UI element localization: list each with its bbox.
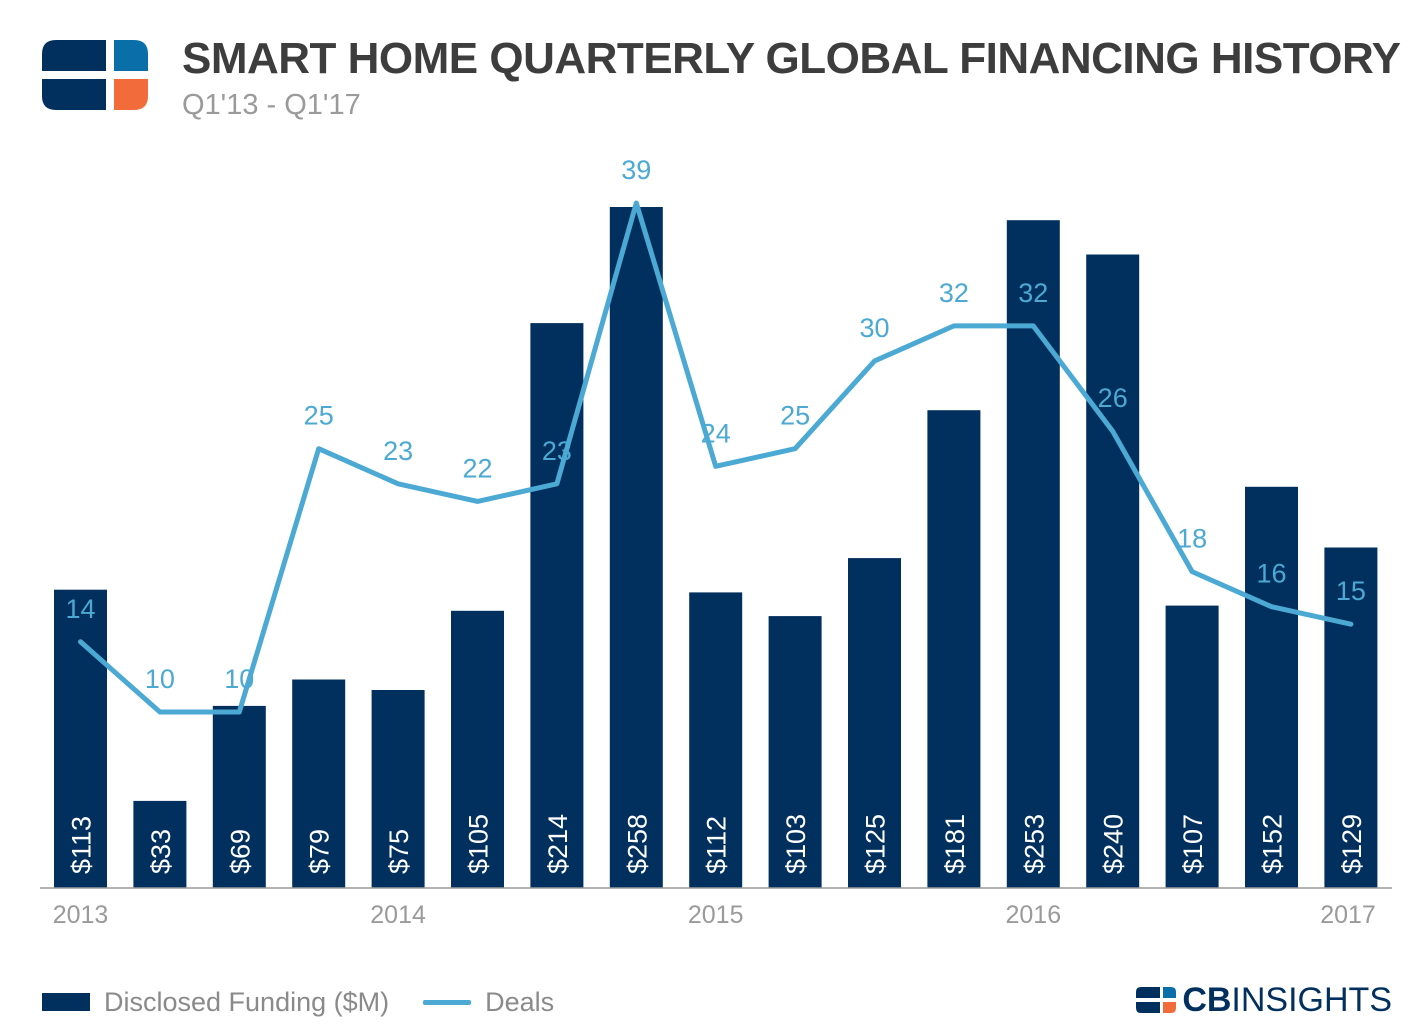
funding-bar-3	[292, 679, 346, 888]
funding-bar-label-4: $75	[384, 829, 414, 874]
legend-bar-label: Disclosed Funding ($M)	[104, 986, 390, 1017]
deal-label-11: 32	[939, 278, 969, 308]
deals-series	[78, 200, 1354, 715]
funding-bar-12	[1006, 220, 1060, 888]
chart-legend: Disclosed Funding ($M) Deals	[42, 982, 554, 1022]
funding-bar-2	[212, 705, 266, 888]
funding-bar-label-10: $125	[861, 814, 891, 874]
deal-label-14: 18	[1177, 524, 1207, 554]
funding-bar-label-13: $240	[1099, 814, 1129, 874]
deal-label-0: 14	[65, 594, 95, 624]
deal-label-12: 32	[1018, 278, 1048, 308]
funding-bar-6	[530, 323, 584, 889]
deal-label-3: 25	[304, 401, 334, 431]
brand-wordmark: CB INSIGHTS	[1136, 980, 1392, 1020]
funding-bar-label-12: $253	[1019, 814, 1049, 874]
deals-line	[78, 200, 1354, 715]
funding-bar-label-16: $129	[1337, 814, 1367, 874]
deal-label-5: 22	[462, 453, 492, 483]
brand-cb-text: CB	[1182, 980, 1232, 1019]
year-label-2015: 2015	[688, 901, 744, 929]
deal-labels: 14 10 10 25 23 22 23 39 24 25 30 32 32 26 18 16 15	[65, 155, 1365, 694]
deal-label-7: 39	[621, 155, 651, 185]
funding-bar-13	[1086, 254, 1140, 888]
funding-bar-labels: $113 $33 $69 $79 $75 $105 $214 $258 $112 $103 $125…	[67, 814, 1367, 874]
funding-bar-label-3: $79	[305, 829, 335, 874]
funding-bar-label-7: $258	[622, 814, 652, 874]
deal-label-8: 24	[701, 418, 731, 448]
funding-bar-5	[451, 610, 504, 888]
page-subtitle: Q1'13 - Q1'17	[182, 89, 361, 121]
deal-label-15: 16	[1256, 559, 1286, 589]
year-label-2016: 2016	[1005, 901, 1061, 929]
funding-bar-1	[133, 800, 187, 888]
funding-bar-label-8: $112	[702, 816, 732, 874]
funding-bars	[54, 207, 1378, 889]
year-label-2013: 2013	[53, 901, 109, 929]
deal-label-4: 23	[383, 436, 413, 466]
funding-bar-label-11: $181	[940, 814, 970, 874]
deal-label-10: 30	[859, 313, 889, 343]
legend-line-label: Deals	[485, 986, 555, 1017]
legend-line-swatch	[423, 999, 472, 1005]
funding-bar-7	[609, 207, 663, 888]
funding-bar-15	[1245, 486, 1298, 888]
funding-bar-label-2: $69	[225, 829, 255, 874]
funding-bar-label-15: $152	[1258, 814, 1288, 874]
year-label-2017: 2017	[1320, 901, 1376, 929]
funding-bar-label-14: $107	[1178, 814, 1208, 874]
funding-bar-16	[1324, 547, 1378, 888]
deal-label-13: 26	[1098, 383, 1128, 413]
funding-bar-4	[371, 690, 425, 888]
year-axis-labels: 2013 2014 2015 2016 2017	[53, 901, 1376, 929]
deal-label-2: 10	[224, 664, 254, 694]
cb-insights-logo-icon	[42, 40, 148, 110]
cb-brand-mark-icon	[1136, 987, 1177, 1013]
funding-bar-label-9: $103	[781, 814, 811, 874]
funding-bar-11	[927, 410, 981, 888]
deal-label-6: 23	[542, 436, 572, 466]
page-title: SMART HOME QUARTERLY GLOBAL FINANCING HI…	[182, 34, 1401, 83]
deal-label-1: 10	[145, 664, 175, 694]
funding-bar-10	[848, 558, 901, 888]
deal-label-16: 15	[1336, 576, 1366, 606]
funding-bar-label-1: $33	[146, 829, 176, 874]
deal-label-9: 25	[780, 401, 810, 431]
funding-bar-label-6: $214	[543, 814, 573, 874]
funding-bar-8	[689, 592, 743, 888]
brand-insights-text: INSIGHTS	[1231, 980, 1392, 1019]
funding-bar-14	[1165, 605, 1219, 888]
funding-bar-9	[768, 616, 822, 888]
year-label-2014: 2014	[370, 901, 426, 929]
legend-bar-swatch	[42, 993, 90, 1011]
funding-bar-label-0: $113	[67, 816, 97, 874]
funding-bar-label-5: $105	[464, 814, 494, 874]
